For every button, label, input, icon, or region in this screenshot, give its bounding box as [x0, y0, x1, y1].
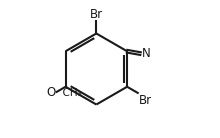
Text: CH₃: CH₃ [56, 88, 82, 98]
Text: Br: Br [138, 94, 152, 107]
Text: N: N [142, 47, 151, 60]
Text: Br: Br [90, 7, 103, 21]
Text: O: O [47, 86, 56, 99]
